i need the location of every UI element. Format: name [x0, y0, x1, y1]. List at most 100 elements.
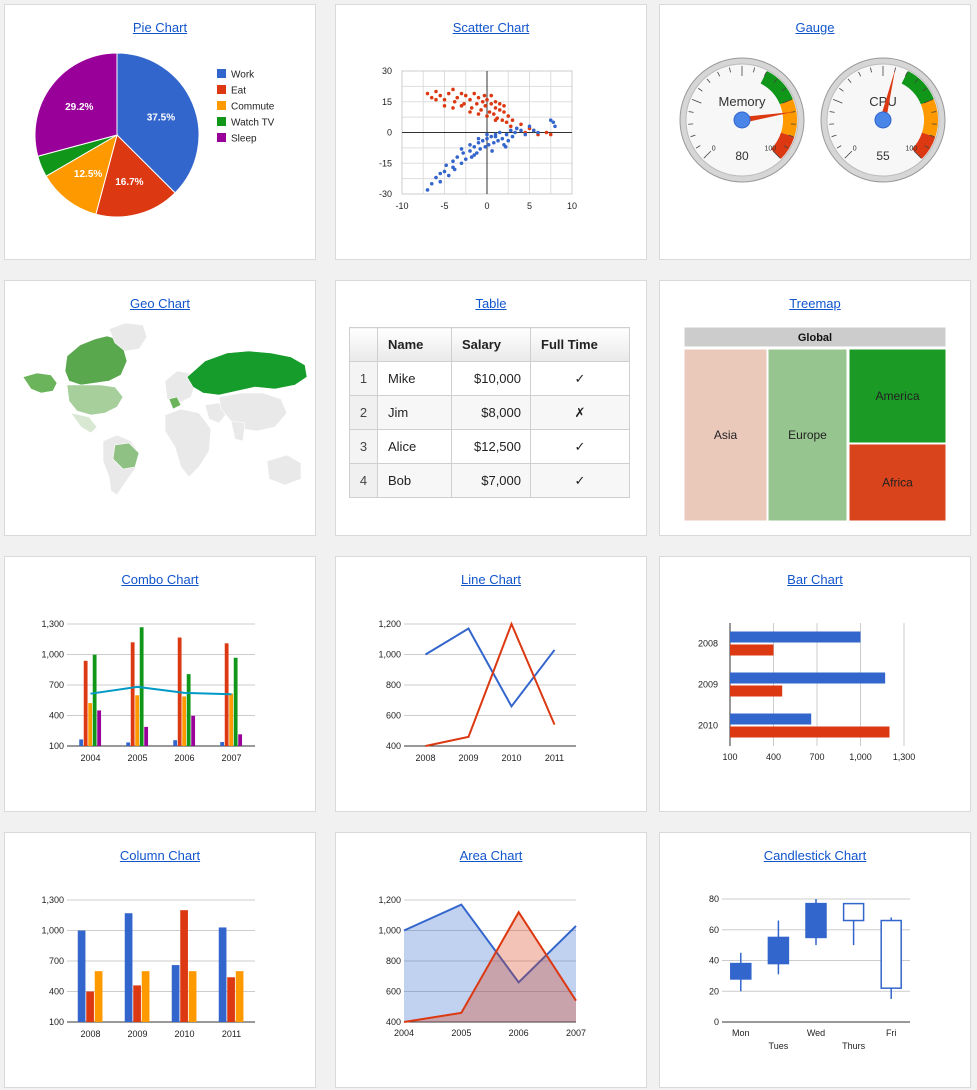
scatter-point: [513, 130, 517, 135]
horizontal-bar: [730, 631, 861, 643]
scatter-point: [553, 124, 557, 129]
candlestick-chart-title-link[interactable]: Candlestick Chart: [763, 848, 867, 863]
line-chart-card: Line Chart 1,200 1,000 800 600 400 2008 2009 20…: [335, 556, 647, 812]
candle-body: [730, 962, 752, 980]
gauge-tick: [929, 134, 935, 138]
scatter-point: [519, 128, 523, 133]
table-row[interactable]: 4 Bob $7,000 ✓: [349, 463, 630, 498]
map-canada: [64, 335, 128, 386]
table-header-full-time[interactable]: Full Time: [530, 327, 630, 362]
y-tick-label: 800: [386, 680, 401, 690]
table-row[interactable]: 1 Mike $10,000 ✓: [349, 361, 630, 396]
y-tick-label: 60: [709, 925, 719, 935]
gauge-tick: [788, 134, 794, 138]
scatter-point: [485, 132, 489, 137]
candle-body: [805, 902, 827, 939]
bar-chart-title-link[interactable]: Bar Chart: [787, 572, 843, 587]
scatter-point: [472, 145, 477, 149]
gauge-card: Gauge 0 100 Memory 80 0 100 CPU 55: [659, 4, 971, 260]
x-tick-label: 2007: [221, 753, 241, 763]
scatter-point: [476, 95, 481, 100]
table-header-name[interactable]: Name: [377, 327, 452, 362]
combo-bar: [126, 742, 131, 746]
pie-slice: [95, 134, 176, 218]
pie-slice-label: 29.2%: [65, 102, 93, 113]
combo-bar: [186, 674, 191, 746]
legend-label: Sleep: [231, 134, 257, 145]
combo-bar: [233, 657, 238, 746]
pie-chart: 37.5% 16.7% 12.5% 29.2% Work Eat Commute Watch …: [34, 52, 275, 218]
column-bar: [188, 971, 197, 1022]
scatter-point: [469, 106, 474, 110]
map-india: [230, 420, 246, 442]
x-tick-label: Mon: [732, 1028, 750, 1038]
treemap-title-link[interactable]: Treemap: [789, 296, 841, 311]
y-tick-label: 1,000: [41, 926, 64, 936]
column-bar: [180, 910, 188, 1022]
x-tick-label: 2007: [566, 1028, 586, 1038]
scatter-point: [536, 130, 540, 135]
x-tick-label: Fri: [886, 1028, 897, 1038]
scatter-point: [459, 104, 464, 108]
table-header-salary[interactable]: Salary: [451, 327, 531, 362]
y-tick-label: 1,300: [41, 619, 64, 629]
scatter-point: [510, 134, 515, 139]
x-tick-label: 2011: [545, 753, 564, 763]
scatter-point: [497, 130, 502, 135]
gauge-tick: [783, 145, 789, 149]
treemap-node: [848, 443, 947, 522]
gauge-tick: [922, 87, 927, 92]
gauge-title-link[interactable]: Gauge: [795, 20, 835, 35]
scatter-point: [429, 181, 434, 186]
column-chart-title-link[interactable]: Column Chart: [119, 848, 201, 863]
y-tick-label: 2009: [698, 680, 718, 690]
scatter-point: [425, 91, 430, 96]
combo-chart-card: Combo Chart 1,300 1,000 700 400 100 2004 2005 2…: [4, 556, 316, 812]
gauge-tick: [832, 98, 843, 104]
x-tick-label: 100: [722, 752, 737, 762]
scatter-point: [502, 104, 506, 108]
row-index: 2: [349, 395, 378, 430]
treemap-node-label: America: [875, 389, 919, 403]
scatter-chart-title-link[interactable]: Scatter Chart: [452, 20, 530, 35]
line-chart-title-link[interactable]: Line Chart: [461, 572, 521, 587]
scatter-point: [493, 99, 498, 104]
candle-body: [842, 902, 865, 922]
x-tick-label: 2010: [501, 753, 521, 763]
x-tick-label: 2011: [222, 1029, 241, 1039]
scatter-point: [438, 179, 443, 184]
x-tick-label: Thurs: [842, 1041, 866, 1051]
row-name: Jim: [377, 395, 452, 430]
area-chart-title-link[interactable]: Area Chart: [459, 848, 523, 863]
legend-swatch: [217, 133, 226, 142]
geo-chart-title-link[interactable]: Geo Chart: [130, 296, 190, 311]
x-tick-label: -10: [395, 201, 408, 211]
scatter-point: [444, 163, 448, 168]
pie-chart-title-link[interactable]: Pie Chart: [132, 20, 188, 35]
y-tick-label: -30: [379, 189, 392, 199]
table-header-index: [349, 327, 378, 362]
x-tick-label: 2006: [509, 1028, 529, 1038]
gauge-tick: [829, 111, 835, 113]
map-brazil: [112, 442, 140, 470]
y-tick-label: 30: [382, 66, 392, 76]
table-row[interactable]: 2 Jim $8,000 ✗: [349, 395, 630, 430]
scatter-point: [544, 130, 549, 135]
line-series: [425, 621, 556, 747]
y-tick-label: 1,000: [378, 650, 401, 660]
map-alaska: [22, 372, 58, 394]
table-title-link[interactable]: Table: [475, 296, 507, 311]
column-bar: [171, 965, 180, 1022]
combo-chart-title-link[interactable]: Combo Chart: [121, 572, 199, 587]
gauge-tick: [831, 134, 837, 138]
table-row[interactable]: 3 Alice $12,500 ✓: [349, 429, 630, 464]
bar-chart-card: Bar Chart 100 400 700 1,000 1,300 2008 2009 201…: [659, 556, 971, 812]
x-tick-label: 2005: [127, 753, 147, 763]
y-tick-label: 15: [382, 97, 392, 107]
legend-label: Eat: [231, 86, 246, 97]
scatter-point: [451, 106, 455, 110]
treemap-node-label: Africa: [882, 476, 913, 490]
map-asia: [218, 392, 288, 432]
gauge-tick: [844, 150, 853, 159]
scatter-point: [442, 97, 447, 102]
